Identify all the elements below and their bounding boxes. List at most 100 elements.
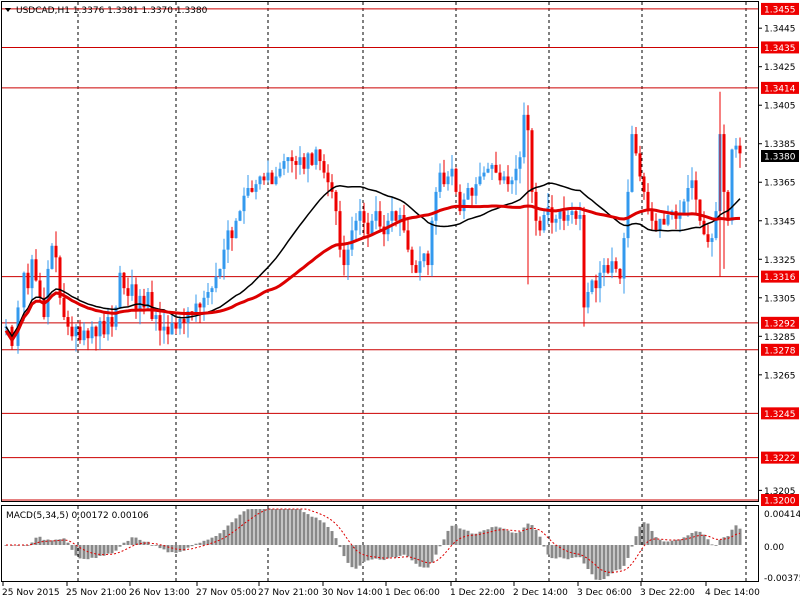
macd-bar — [550, 545, 554, 559]
macd-bar — [722, 537, 726, 545]
candle-body — [638, 153, 642, 177]
candle-body — [322, 161, 326, 173]
candle-body — [310, 153, 314, 165]
dropdown-triangle-icon[interactable] — [5, 8, 11, 12]
candle-body — [78, 326, 82, 341]
candle-body — [374, 211, 378, 221]
candle-body — [710, 238, 714, 242]
candle-body — [630, 134, 634, 192]
candle-body — [622, 238, 626, 279]
macd-bar — [390, 545, 394, 558]
macd-bar — [630, 545, 634, 547]
macd-bar — [650, 530, 654, 545]
macd-bar — [50, 540, 54, 545]
current-price-label: 1.3380 — [764, 153, 796, 163]
macd-bar — [66, 542, 70, 545]
macd-bar — [310, 516, 314, 545]
macd-bar — [274, 509, 278, 545]
candle-body — [530, 130, 534, 192]
macd-bar — [198, 542, 202, 545]
macd-bar — [374, 545, 378, 559]
macd-bar — [642, 522, 646, 545]
candle-body — [650, 211, 654, 221]
candle-body — [302, 157, 306, 169]
candle-body — [478, 176, 482, 185]
macd-bar — [270, 509, 274, 545]
candle-body — [74, 326, 78, 337]
macd-bar — [534, 529, 538, 545]
candle-body — [178, 318, 182, 329]
macd-bar — [70, 545, 74, 550]
macd-bar — [490, 527, 494, 545]
time-label: 27 Nov 21:00 — [258, 588, 319, 598]
macd-bar — [594, 545, 598, 580]
macd-bar — [554, 545, 558, 559]
candle-body — [734, 145, 738, 150]
candle-body — [34, 259, 38, 281]
candle-body — [218, 268, 222, 277]
macd-bar — [606, 545, 610, 577]
candle-body — [86, 330, 90, 339]
macd-bar — [194, 543, 198, 545]
macd-bar — [154, 545, 158, 546]
macd-bar — [62, 538, 66, 545]
candle-body — [706, 234, 710, 242]
candle-body — [114, 307, 118, 327]
macd-bar — [318, 520, 322, 545]
macd-bar — [542, 545, 546, 547]
candle-body — [470, 188, 474, 196]
macd-bar — [350, 545, 354, 568]
macd-bar — [454, 525, 458, 545]
candle-body — [150, 292, 154, 319]
level-tag-bg — [761, 451, 799, 464]
macd-bar — [362, 545, 366, 562]
macd-bar — [162, 545, 166, 550]
macd-bar — [98, 545, 102, 556]
candle-body — [614, 261, 618, 269]
chart-header: USDCAD,H1 1.3376 1.3381 1.3370 1.3380 — [5, 6, 208, 16]
macd-bar — [486, 529, 490, 545]
macd-bar — [570, 545, 574, 558]
macd-bar — [518, 531, 522, 545]
macd-bar — [726, 536, 730, 545]
moving-average-slow — [5, 182, 741, 338]
macd-bar — [686, 535, 690, 545]
macd-bar — [514, 532, 518, 545]
candle-body — [494, 164, 498, 173]
candle-body — [246, 188, 250, 196]
candle-body — [422, 253, 426, 262]
candle-body — [558, 211, 562, 219]
macd-bar — [682, 537, 686, 545]
candle-body — [122, 272, 126, 289]
time-label: 2 Dec 14:00 — [513, 588, 568, 598]
macd-bar — [182, 545, 186, 551]
macd-bar — [210, 537, 214, 545]
macd-bar — [82, 545, 86, 559]
price-tick-label: 1.3345 — [764, 217, 796, 227]
macd-bar — [694, 531, 698, 545]
price-tick-label: 1.3365 — [764, 179, 796, 189]
candle-body — [270, 172, 274, 185]
macd-scale-label: 0.00414 — [764, 510, 800, 520]
candle-body — [102, 320, 106, 335]
macd-bar — [466, 530, 470, 545]
price-axis: 1.3445 1.3425 1.3405 1.3385 1.3365 1.3345 1.33… — [758, 25, 796, 497]
level-tag-bg — [761, 2, 799, 15]
macd-bar — [54, 539, 58, 545]
macd-bar — [226, 525, 230, 545]
macd-bar — [186, 545, 190, 548]
candle-body — [298, 157, 302, 165]
macd-bar — [334, 538, 338, 545]
macd-bar — [286, 509, 290, 545]
candle-body — [326, 172, 330, 183]
candle-body — [606, 265, 610, 273]
price-tick-label: 1.3445 — [764, 25, 796, 35]
time-label: 3 Dec 06:00 — [577, 588, 632, 598]
candle-body — [282, 161, 286, 169]
candle-body — [62, 297, 66, 318]
candle-body — [610, 261, 614, 273]
macd-bar — [314, 517, 318, 545]
candle-body — [106, 317, 110, 335]
macd-bar — [482, 530, 486, 545]
